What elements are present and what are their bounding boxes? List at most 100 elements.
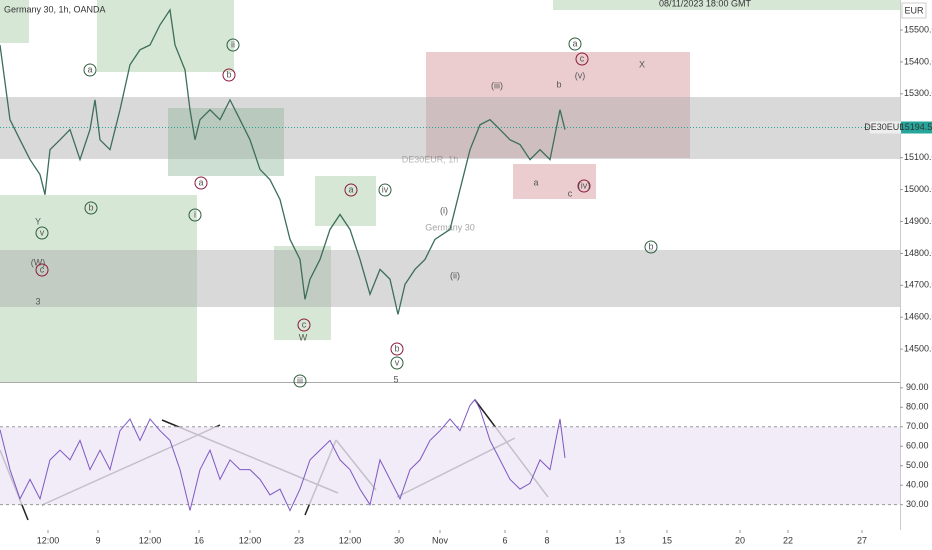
- currency-box: [901, 2, 927, 19]
- annotation: c: [302, 319, 307, 329]
- annotation: Y: [35, 216, 41, 226]
- annotation: 3: [35, 296, 40, 306]
- price-box: [901, 121, 932, 134]
- annotation: b: [226, 69, 231, 79]
- date-label: 08/11/2023 18:00 GMT: [659, 0, 751, 8]
- x-tick-label: 23: [294, 535, 304, 545]
- annotation: b: [88, 202, 93, 212]
- annotation-circle: [577, 179, 591, 193]
- zone: [513, 164, 596, 199]
- x-tick-label: Nov: [432, 535, 449, 545]
- zone: [0, 97, 900, 159]
- rsi-line: [0, 398, 566, 512]
- zone: [97, 0, 234, 72]
- annotation: c: [568, 188, 573, 198]
- annotation: (iii): [491, 80, 503, 90]
- annotation-circle: [222, 68, 236, 82]
- x-tick-label: 12:00: [239, 535, 262, 545]
- x-tick-label: 27: [857, 535, 867, 545]
- x-tick-label: 12:00: [339, 535, 362, 545]
- annotation: W: [299, 332, 308, 342]
- chart-title: Germany 30, 1h, OANDA: [4, 4, 106, 14]
- rsi-tick-label: 30.00: [906, 499, 929, 509]
- rsi-tick-label: 90.00: [906, 382, 929, 392]
- annotation: b: [394, 343, 399, 353]
- y-tick-label: 15400.0: [904, 56, 932, 66]
- annotation: (ii): [450, 270, 460, 280]
- y-tick-label: 15000.0: [904, 184, 932, 194]
- y-tick-label: 14800.0: [904, 248, 932, 258]
- zone: [274, 246, 331, 340]
- annotation-circle: [297, 318, 311, 332]
- annotation: v: [40, 227, 45, 237]
- annotation-circle: [35, 263, 49, 277]
- symbol-label: DE30EUR: [864, 122, 906, 132]
- annotation: b: [556, 79, 561, 89]
- annotation: a: [533, 177, 538, 187]
- rsi-tick-label: 50.00: [906, 460, 929, 470]
- x-tick-label: 22: [783, 535, 793, 545]
- price-line: [0, 8, 566, 315]
- annotation: a: [572, 38, 577, 48]
- annotation: b: [648, 241, 653, 251]
- annotation-circle: [390, 342, 404, 356]
- annotation-circle: [575, 52, 589, 66]
- annotation-circle: [83, 63, 97, 77]
- x-tick-label: 12:00: [139, 535, 162, 545]
- x-tick-label: 30: [394, 535, 404, 545]
- annotation-circle: [644, 240, 658, 254]
- watermark: DE30EUR, 1h: [402, 154, 459, 164]
- x-tick-label: 16: [194, 535, 204, 545]
- annotation: c: [40, 264, 45, 274]
- annotation: a: [87, 64, 92, 74]
- annotation-circle: [390, 356, 404, 370]
- annotation: (W): [31, 257, 46, 267]
- y-tick-label: 15100.0: [904, 152, 932, 162]
- annotation-circle: [378, 183, 392, 197]
- axis-divider: [900, 0, 901, 530]
- annotation: a: [348, 184, 353, 194]
- annotation-circle: [568, 37, 582, 51]
- zone: [0, 250, 900, 307]
- zone: [315, 176, 376, 226]
- zone: [553, 0, 900, 10]
- annotation-circle: [35, 226, 49, 240]
- x-tick-label: 6: [502, 535, 507, 545]
- currency: EUR: [904, 5, 924, 15]
- annotation-circle: [84, 201, 98, 215]
- x-tick-label: 13: [615, 535, 625, 545]
- annotation-circle: [194, 176, 208, 190]
- annotation: ii: [231, 39, 235, 49]
- price-label: 15194.5: [900, 122, 932, 132]
- y-tick-label: 15300.0: [904, 88, 932, 98]
- pane-divider: [0, 382, 900, 383]
- annotation: v: [395, 357, 400, 367]
- zone: [0, 195, 197, 382]
- y-tick-label: 14700.0: [904, 280, 932, 290]
- annotation-circle: [293, 374, 307, 388]
- annotation: (v): [575, 70, 586, 80]
- annotation: (i): [440, 205, 448, 215]
- annotation: 5: [393, 374, 398, 384]
- annotation-circle: [188, 208, 202, 222]
- x-tick-label: 9: [95, 535, 100, 545]
- y-tick-label: 14600.0: [904, 312, 932, 322]
- annotation: a: [198, 177, 203, 187]
- annotation: iv: [382, 184, 389, 194]
- x-tick-label: 20: [735, 535, 745, 545]
- annotation: c: [580, 53, 585, 63]
- rsi-tick-label: 80.00: [906, 402, 929, 412]
- symbol-box: [870, 121, 901, 134]
- annotation: (iv): [578, 180, 591, 190]
- rsi-band: [0, 426, 900, 505]
- rsi-tick-label: 70.00: [906, 421, 929, 431]
- y-tick-label: 14900.0: [904, 216, 932, 226]
- zones: [0, 0, 900, 382]
- x-tick-label: 12:00: [37, 535, 60, 545]
- annotation: i: [194, 209, 196, 219]
- annotation: X: [639, 59, 645, 69]
- annotation-circle: [226, 38, 240, 52]
- y-tick-label: 15500.0: [904, 24, 932, 34]
- zone: [0, 0, 29, 43]
